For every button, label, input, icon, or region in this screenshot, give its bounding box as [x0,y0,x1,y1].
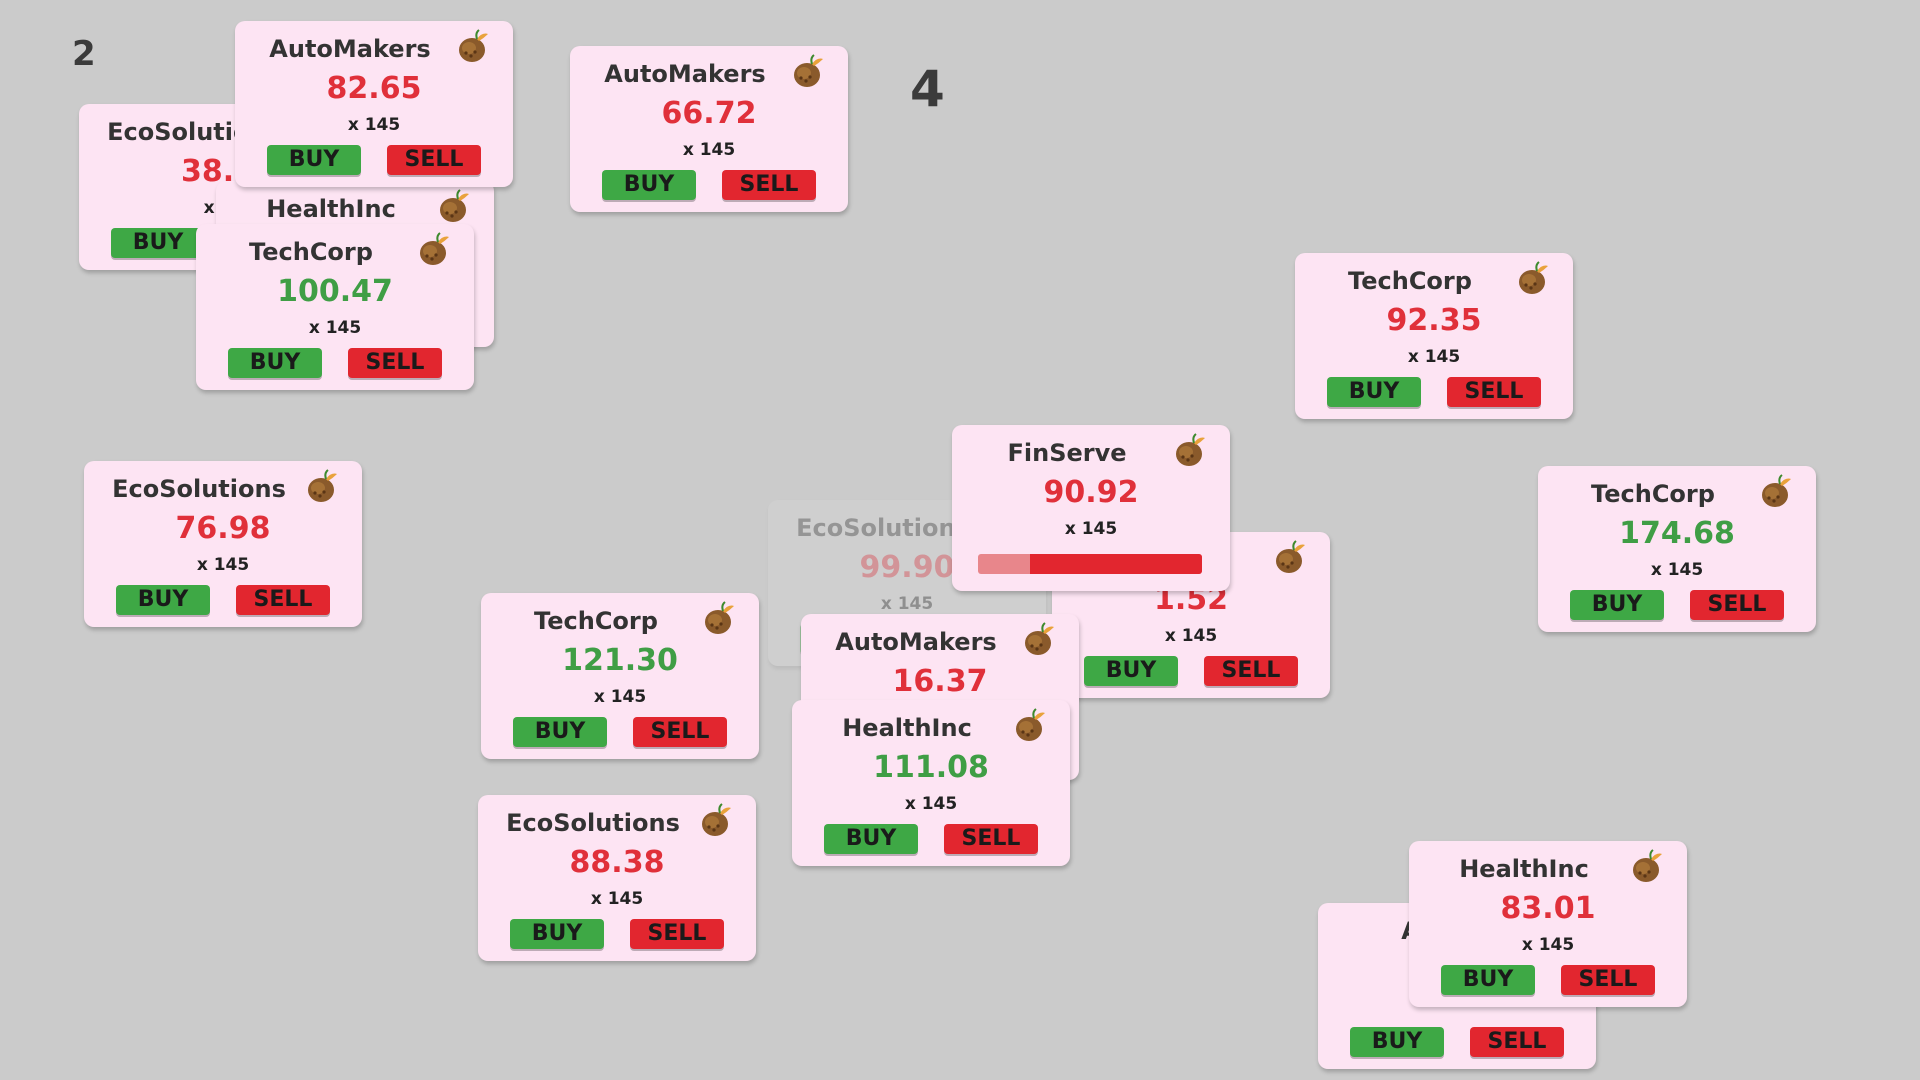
sell-button[interactable]: SELL [633,717,727,747]
stock-name: AutoMakers [269,35,431,63]
stock-name: FinServe [1007,439,1127,467]
coconut-icon [1021,622,1057,658]
stock-quantity: x 145 [347,115,401,135]
stock-price: 83.01 [1500,891,1596,926]
stock-name: AutoMakers [604,60,766,88]
stock-name: EcoSolutions [506,809,680,837]
stock-price: 88.38 [569,845,665,880]
sell-button[interactable]: SELL [1561,965,1655,995]
coconut-icon [436,189,472,225]
stock-name: TechCorp [249,238,373,266]
sell-button[interactable]: SELL [1204,656,1298,686]
score-counter: 2 [72,34,96,74]
coconut-icon [455,29,491,65]
sell-button[interactable]: SELL [630,919,724,949]
stock-quantity: x 145 [1407,347,1461,367]
stock-price: 66.72 [661,96,757,131]
stock-quantity: x 145 [880,594,934,614]
stock-card[interactable]: 1.52 x 145 BUY SELL [1052,532,1330,698]
buy-button[interactable]: BUY [1350,1027,1444,1057]
buy-button[interactable]: BUY [510,919,604,949]
coconut-icon [698,803,734,839]
coconut-icon [1012,708,1048,744]
stock-card[interactable]: TechCorp 92.35 x 145 BUY SELL [1295,253,1573,419]
coconut-icon [1515,261,1551,297]
stock-name: EcoSolutions [796,514,970,542]
coconut-icon [790,54,826,90]
stock-name: AutoMakers [835,628,997,656]
stock-name: HealthInc [1459,855,1589,883]
sell-button[interactable]: SELL [1470,1027,1564,1057]
stock-card[interactable]: TechCorp 100.47 x 145 BUY SELL [196,224,474,390]
stock-quantity: x 145 [1650,560,1704,580]
stock-quantity: x 145 [1164,626,1218,646]
stock-card[interactable]: HealthInc 83.01 x 145 BUY SELL [1409,841,1687,1007]
stock-quantity: x 145 [593,687,647,707]
stock-price: 92.35 [1386,303,1482,338]
stock-price: 16.37 [892,664,988,699]
stock-name: HealthInc [842,714,972,742]
sell-button[interactable]: SELL [387,145,481,175]
buy-button[interactable]: BUY [116,585,210,615]
buy-button[interactable]: BUY [1570,590,1664,620]
trade-progress-bar [978,554,1202,574]
coconut-icon [1272,540,1308,576]
stock-quantity: x 145 [308,318,362,338]
stock-card[interactable]: AutoMakers 66.72 x 145 BUY SELL [570,46,848,212]
stock-name: TechCorp [534,607,658,635]
stock-price: 82.65 [326,71,422,106]
buy-button[interactable]: BUY [1327,377,1421,407]
stock-name: TechCorp [1591,480,1715,508]
stock-price: 111.08 [873,750,989,785]
stock-card[interactable]: TechCorp 174.68 x 145 BUY SELL [1538,466,1816,632]
stock-card[interactable]: EcoSolutions 76.98 x 145 BUY SELL [84,461,362,627]
stock-quantity: x 145 [1521,935,1575,955]
sell-button[interactable]: SELL [236,585,330,615]
buy-button[interactable]: BUY [513,717,607,747]
stock-price: 100.47 [277,274,393,309]
coconut-icon [304,469,340,505]
buy-button[interactable]: BUY [602,170,696,200]
level-counter: 4 [910,60,945,118]
buy-button[interactable]: BUY [111,228,205,258]
stock-name: EcoSolutions [112,475,286,503]
stock-quantity: x 145 [1064,519,1118,539]
stock-card[interactable]: FinServe 90.92 x 145 [952,425,1230,591]
sell-button[interactable]: SELL [1447,377,1541,407]
sell-button[interactable]: SELL [944,824,1038,854]
stock-price: 174.68 [1619,516,1735,551]
stock-price: 76.98 [175,511,271,546]
sell-button[interactable]: SELL [348,348,442,378]
coconut-icon [1629,849,1665,885]
coconut-icon [1172,433,1208,469]
sell-button[interactable]: SELL [722,170,816,200]
buy-button[interactable]: BUY [267,145,361,175]
buy-button[interactable]: BUY [824,824,918,854]
stock-card[interactable]: TechCorp 121.30 x 145 BUY SELL [481,593,759,759]
coconut-icon [1758,474,1794,510]
stock-quantity: x 145 [196,555,250,575]
stock-name: HealthInc [266,195,396,223]
stock-card[interactable]: EcoSolutions 88.38 x 145 BUY SELL [478,795,756,961]
trade-progress-fill [1029,554,1202,574]
stock-quantity: x 145 [590,889,644,909]
stock-card[interactable]: AutoMakers 82.65 x 145 BUY SELL [235,21,513,187]
stock-quantity: x 145 [904,794,958,814]
buy-button[interactable]: BUY [228,348,322,378]
stock-price: 121.30 [562,643,678,678]
stock-price: 99.90 [859,550,955,585]
stock-quantity: x 145 [682,140,736,160]
buy-button[interactable]: BUY [1084,656,1178,686]
coconut-icon [416,232,452,268]
coconut-icon [701,601,737,637]
stock-price: 90.92 [1043,475,1139,510]
stock-name: TechCorp [1348,267,1472,295]
stock-card[interactable]: HealthInc 111.08 x 145 BUY SELL [792,700,1070,866]
sell-button[interactable]: SELL [1690,590,1784,620]
buy-button[interactable]: BUY [1441,965,1535,995]
